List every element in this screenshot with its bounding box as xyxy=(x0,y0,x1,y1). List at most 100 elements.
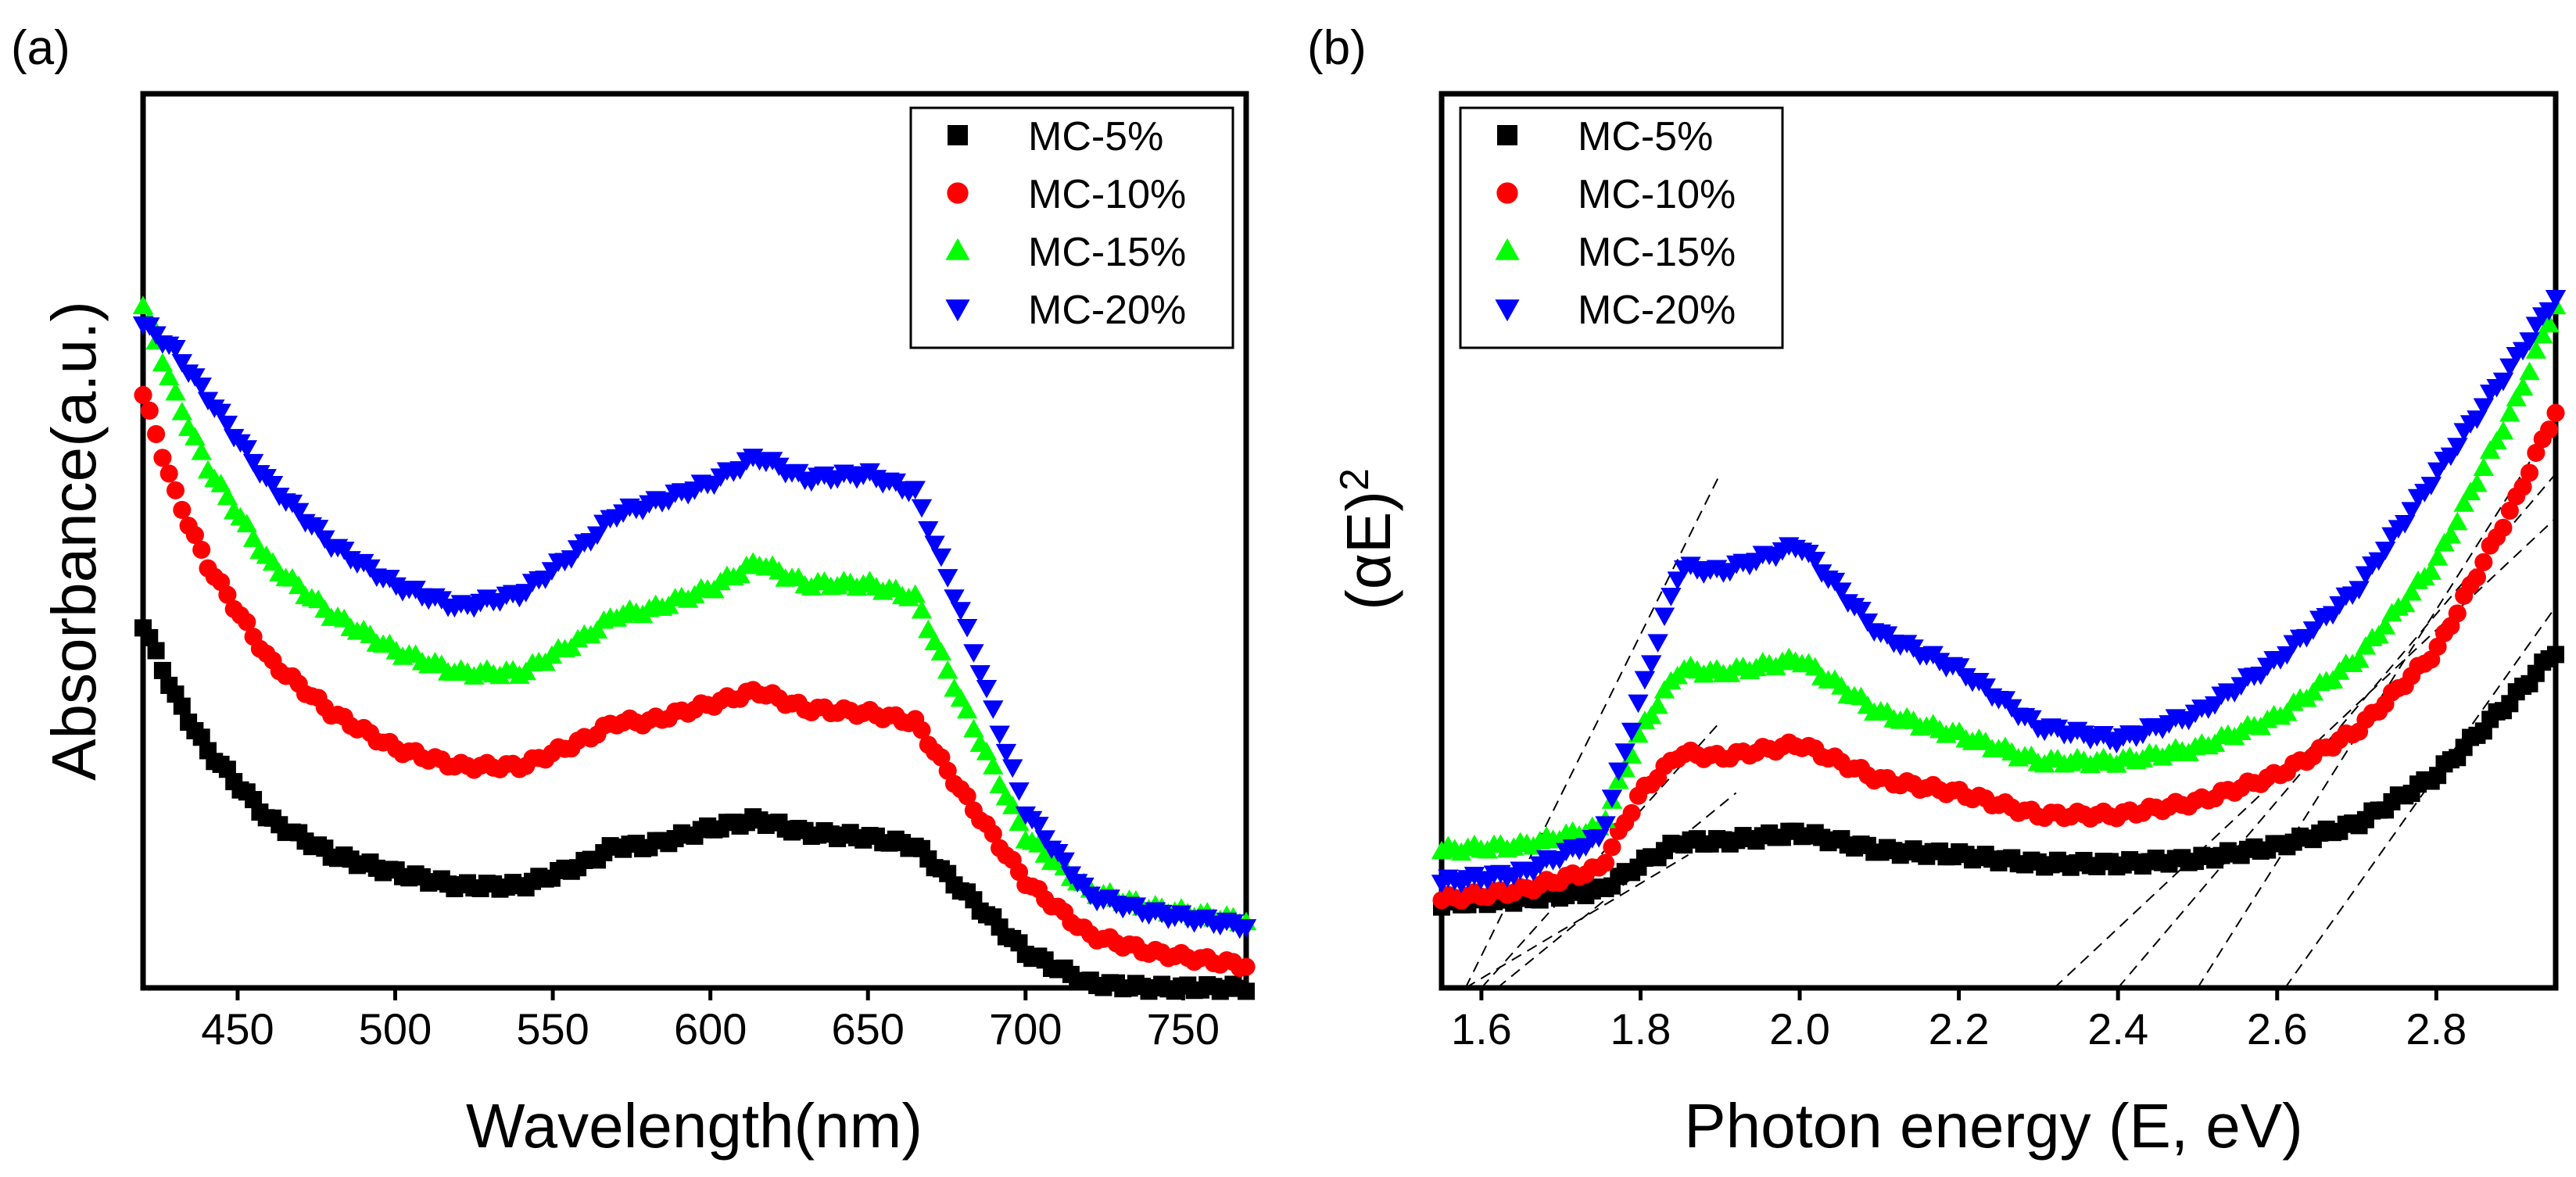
data-point xyxy=(236,440,257,459)
data-point xyxy=(2467,473,2488,492)
data-point xyxy=(2401,581,2422,601)
data-point xyxy=(1009,812,1030,832)
data-point xyxy=(586,526,608,546)
data-point xyxy=(918,619,939,639)
series-mc-20pct xyxy=(1431,289,2567,894)
data-point xyxy=(2453,493,2474,512)
data-point xyxy=(950,602,971,621)
panel-b-x-ticks: 1.6 1.8 2.0 2.2 2.4 2.6 2.8 xyxy=(1451,988,2467,1054)
data-point xyxy=(2395,514,2416,534)
data-point xyxy=(288,503,310,522)
data-point xyxy=(1857,613,1879,632)
panel-b-y-axis-title-superscript: 2 xyxy=(1332,468,1378,491)
data-point xyxy=(2447,438,2468,456)
data-point xyxy=(1804,551,1825,571)
data-point xyxy=(1238,982,1255,1000)
data-point xyxy=(152,352,174,372)
panel-a-legend: MC-5% MC-10% MC-15% MC-20% xyxy=(909,106,1234,349)
data-point xyxy=(2538,313,2560,333)
series-mc-10pct xyxy=(134,385,1256,978)
x-tick-label: 2.0 xyxy=(1769,1004,1830,1054)
x-tick-label: 1.6 xyxy=(1451,1004,1512,1054)
data-point xyxy=(1009,782,1030,801)
legend-label: MC-10% xyxy=(1578,172,1736,217)
data-point xyxy=(153,449,172,467)
panel-b-y-axis-title-base: (αE) xyxy=(1334,491,1403,610)
data-point xyxy=(1641,655,1662,674)
data-point xyxy=(983,825,1002,843)
data-point xyxy=(944,589,965,608)
data-point xyxy=(918,521,939,540)
data-point xyxy=(2447,511,2468,531)
data-point xyxy=(2492,372,2514,392)
data-point xyxy=(2532,324,2553,344)
data-point xyxy=(1831,582,1852,601)
panel-a-plot-frame xyxy=(140,91,1249,991)
data-point xyxy=(1002,759,1023,778)
data-point xyxy=(2473,457,2494,477)
data-point xyxy=(1975,678,1996,697)
data-point xyxy=(2467,410,2488,429)
data-point xyxy=(1628,694,1649,714)
tangent-line xyxy=(2284,606,2556,989)
data-point xyxy=(983,756,1004,775)
legend-label: MC-15% xyxy=(1578,230,1736,275)
data-point xyxy=(2519,332,2540,351)
data-point xyxy=(930,548,952,567)
data-point xyxy=(173,500,192,519)
data-point xyxy=(1608,762,1629,782)
legend-marker xyxy=(1495,238,1520,260)
x-tick-label: 2.2 xyxy=(1929,1004,1990,1054)
panel-a-chart: 450 500 550 600 650 700 750 MC-5%MC-10%MC-15%M… xyxy=(39,91,1257,1161)
data-point xyxy=(2401,502,2422,521)
data-point xyxy=(134,385,152,405)
data-point xyxy=(1641,705,1662,724)
data-point xyxy=(166,481,185,499)
data-point xyxy=(153,661,171,679)
data-point xyxy=(937,569,958,588)
data-point xyxy=(2467,568,2486,587)
data-point xyxy=(147,424,166,444)
data-point xyxy=(2499,402,2520,422)
data-point xyxy=(1237,957,1256,976)
data-point xyxy=(2440,524,2462,544)
data-point xyxy=(141,628,159,646)
series-mc-5pct xyxy=(1433,646,2564,916)
data-point xyxy=(995,743,1017,763)
data-point xyxy=(2499,358,2520,377)
x-tick-label: 2.6 xyxy=(2247,1004,2308,1054)
data-point xyxy=(924,535,945,555)
data-point xyxy=(989,775,1010,794)
x-tick-label: 450 xyxy=(201,1004,274,1054)
data-point xyxy=(2547,646,2564,664)
data-point xyxy=(1596,853,1615,872)
data-point xyxy=(932,748,951,767)
data-point xyxy=(2546,403,2565,422)
data-point xyxy=(911,499,933,518)
data-point xyxy=(2538,302,2560,321)
legend-marker xyxy=(1495,299,1520,322)
data-point xyxy=(1850,601,1872,621)
data-point xyxy=(1621,722,1643,742)
panel-b-x-axis-title: Photon energy (E, eV) xyxy=(1684,1091,2303,1161)
data-point xyxy=(2520,463,2539,482)
data-point xyxy=(2519,361,2540,381)
data-point xyxy=(185,368,206,387)
x-tick-label: 600 xyxy=(674,1004,747,1054)
data-point xyxy=(217,415,238,435)
legend-label: MC-15% xyxy=(1028,230,1186,275)
data-point xyxy=(2021,710,2042,729)
legend-marker xyxy=(945,299,970,322)
series-mc-20pct xyxy=(132,316,1257,939)
legend-marker xyxy=(1497,125,1517,145)
data-point xyxy=(930,642,952,661)
data-point xyxy=(185,427,206,445)
data-point xyxy=(1949,658,1970,677)
data-point xyxy=(1028,817,1049,835)
data-point xyxy=(1653,607,1675,627)
data-point xyxy=(956,699,978,719)
data-point xyxy=(262,476,284,495)
series-mc-5pct xyxy=(134,619,1255,1000)
data-point xyxy=(1647,634,1668,653)
data-point xyxy=(963,718,984,738)
